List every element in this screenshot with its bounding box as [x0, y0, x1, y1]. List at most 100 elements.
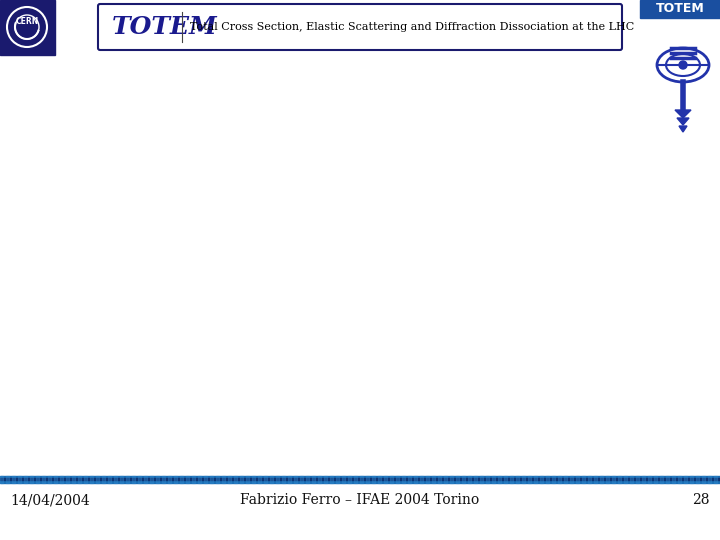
Bar [624, 476, 627, 483]
Bar [696, 476, 699, 483]
Bar [144, 476, 147, 483]
Bar [156, 476, 159, 483]
Bar [672, 476, 675, 483]
Bar [666, 476, 669, 483]
Bar [312, 476, 315, 483]
Bar [138, 476, 141, 483]
Bar [540, 476, 543, 483]
Bar [228, 476, 231, 483]
Bar [546, 476, 549, 483]
Bar [48, 476, 51, 483]
Bar [66, 476, 69, 483]
Bar [504, 476, 507, 483]
Bar [396, 476, 399, 483]
FancyBboxPatch shape [98, 4, 622, 50]
Bar [522, 476, 525, 483]
Bar [534, 476, 537, 483]
Bar [516, 476, 519, 483]
Bar [432, 476, 435, 483]
Bar [714, 476, 717, 483]
Bar [378, 476, 381, 483]
Bar [84, 476, 87, 483]
Bar [462, 476, 465, 483]
Bar [186, 476, 189, 483]
Bar [246, 476, 249, 483]
Bar [36, 476, 39, 483]
Bar [654, 476, 657, 483]
Bar [510, 476, 513, 483]
Bar [12, 476, 15, 483]
Bar [606, 476, 609, 483]
Bar [0, 476, 3, 483]
Polygon shape [675, 110, 691, 118]
Bar [414, 476, 417, 483]
Bar [42, 476, 45, 483]
Bar [492, 476, 495, 483]
Bar [576, 476, 579, 483]
Circle shape [679, 61, 687, 69]
Polygon shape [677, 118, 689, 125]
Bar [300, 476, 303, 483]
Bar [120, 476, 123, 483]
Bar [642, 476, 645, 483]
Bar [216, 476, 219, 483]
Bar [678, 476, 681, 483]
Bar [558, 476, 561, 483]
Bar [552, 476, 555, 483]
Bar [474, 476, 477, 483]
Bar [498, 476, 501, 483]
Bar [330, 476, 333, 483]
Bar [6, 476, 9, 483]
Bar [114, 476, 117, 483]
Text: Total Cross Section, Elastic Scattering and Diffraction Dissociation at the LHC: Total Cross Section, Elastic Scattering … [190, 22, 634, 32]
Bar [96, 476, 99, 483]
Bar [450, 476, 453, 483]
Bar [630, 476, 633, 483]
Bar [126, 476, 129, 483]
Bar [390, 476, 393, 483]
Bar [288, 476, 291, 483]
Bar [318, 476, 321, 483]
Bar [24, 476, 27, 483]
Bar [564, 476, 567, 483]
Bar [72, 476, 75, 483]
Bar [684, 476, 687, 483]
Bar [660, 476, 663, 483]
Bar [270, 476, 273, 483]
Bar [4, 4, 51, 51]
Text: 28: 28 [693, 493, 710, 507]
Bar [282, 476, 285, 483]
Bar [582, 476, 585, 483]
Bar [174, 476, 177, 483]
Bar [204, 476, 207, 483]
Bar [306, 476, 309, 483]
Bar [258, 476, 261, 483]
Bar [18, 476, 21, 483]
Bar [150, 476, 153, 483]
Text: TOTEM: TOTEM [656, 3, 704, 16]
Bar [690, 476, 693, 483]
Bar [420, 476, 423, 483]
Bar [480, 476, 483, 483]
Bar [276, 476, 279, 483]
Bar [324, 476, 327, 483]
Bar [354, 476, 357, 483]
Bar [570, 476, 573, 483]
Polygon shape [679, 126, 687, 132]
Bar [408, 476, 411, 483]
Bar [54, 476, 57, 483]
Bar [600, 476, 603, 483]
Bar [252, 476, 255, 483]
Bar [366, 476, 369, 483]
Bar [438, 476, 441, 483]
Text: TOTEM: TOTEM [112, 15, 217, 39]
Bar [648, 476, 651, 483]
Text: 14/04/2004: 14/04/2004 [10, 493, 90, 507]
Ellipse shape [657, 48, 709, 82]
Bar [0, 478, 720, 480]
Bar [612, 476, 615, 483]
Bar [444, 476, 447, 483]
Bar [162, 476, 165, 483]
Bar [102, 476, 105, 483]
Bar [168, 476, 171, 483]
